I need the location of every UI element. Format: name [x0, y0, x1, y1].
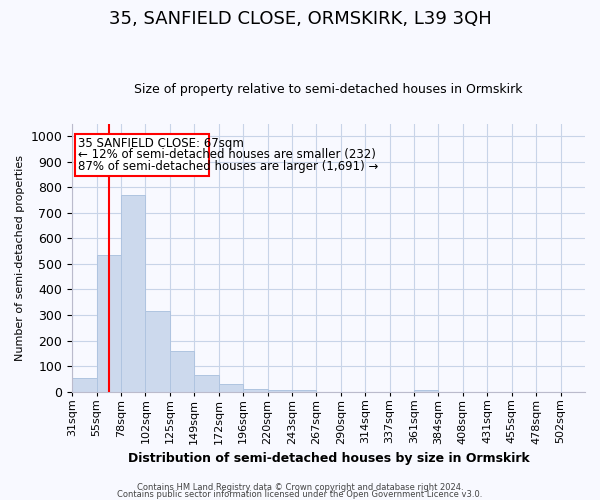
Bar — [72, 378, 97, 392]
Bar — [145, 311, 170, 392]
Y-axis label: Number of semi-detached properties: Number of semi-detached properties — [15, 154, 25, 360]
Bar — [414, 390, 439, 392]
Bar — [218, 384, 243, 392]
Title: Size of property relative to semi-detached houses in Ormskirk: Size of property relative to semi-detach… — [134, 83, 523, 96]
Text: 35, SANFIELD CLOSE, ORMSKIRK, L39 3QH: 35, SANFIELD CLOSE, ORMSKIRK, L39 3QH — [109, 10, 491, 28]
X-axis label: Distribution of semi-detached houses by size in Ormskirk: Distribution of semi-detached houses by … — [128, 452, 529, 465]
Bar — [292, 390, 316, 392]
Text: Contains public sector information licensed under the Open Government Licence v3: Contains public sector information licen… — [118, 490, 482, 499]
Bar — [268, 390, 292, 392]
FancyBboxPatch shape — [74, 134, 209, 176]
Text: Contains HM Land Registry data © Crown copyright and database right 2024.: Contains HM Land Registry data © Crown c… — [137, 484, 463, 492]
Bar — [194, 375, 218, 392]
Text: ← 12% of semi-detached houses are smaller (232): ← 12% of semi-detached houses are smalle… — [78, 148, 376, 162]
Bar — [97, 255, 121, 392]
Text: 35 SANFIELD CLOSE: 67sqm: 35 SANFIELD CLOSE: 67sqm — [78, 136, 244, 149]
Bar — [121, 195, 145, 392]
Text: 87% of semi-detached houses are larger (1,691) →: 87% of semi-detached houses are larger (… — [78, 160, 379, 173]
Bar — [243, 388, 268, 392]
Bar — [170, 351, 194, 392]
